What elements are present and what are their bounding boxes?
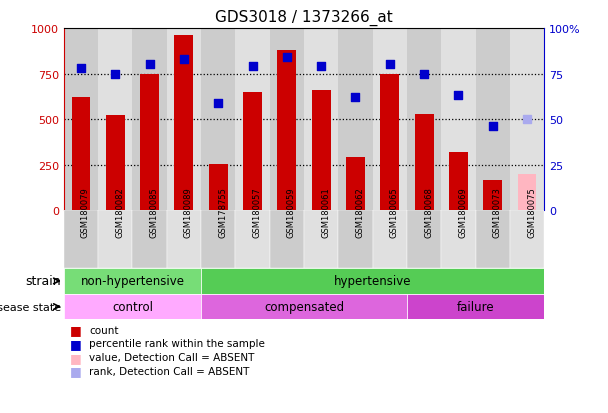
Bar [441,211,475,268]
Point [454,93,463,100]
Text: GSM180085: GSM180085 [150,187,159,237]
Text: GSM180069: GSM180069 [458,187,468,237]
Text: GSM180082: GSM180082 [116,187,124,237]
Text: GSM180068: GSM180068 [424,187,433,238]
Text: count: count [89,325,119,335]
Text: hypertensive: hypertensive [334,275,412,288]
Text: non-hypertensive: non-hypertensive [80,275,184,288]
Bar [407,29,441,211]
Text: GSM180065: GSM180065 [390,187,399,237]
Bar [64,268,201,294]
Bar [346,158,365,211]
Point [351,95,361,101]
Text: control: control [112,300,153,313]
Point [76,66,86,72]
Bar [407,294,544,320]
Bar [449,152,468,211]
Text: GSM180059: GSM180059 [287,187,296,237]
Bar [209,164,227,211]
Point [213,100,223,107]
Text: rank, Detection Call = ABSENT: rank, Detection Call = ABSENT [89,366,250,376]
Text: GSM180062: GSM180062 [356,187,364,237]
Text: GSM180073: GSM180073 [492,187,502,238]
Point [419,71,429,78]
Text: value, Detection Call = ABSENT: value, Detection Call = ABSENT [89,352,255,362]
Point [282,55,292,61]
Bar [201,268,544,294]
Bar [407,211,441,268]
Text: GSM180089: GSM180089 [184,187,193,237]
Bar [235,29,270,211]
Text: ■: ■ [70,323,81,337]
Bar [72,98,91,211]
Bar [415,114,434,211]
Text: disease state: disease state [0,302,61,312]
Bar [167,29,201,211]
Bar [441,29,475,211]
Point [316,64,326,70]
Bar [277,51,296,211]
Text: percentile rank within the sample: percentile rank within the sample [89,339,265,349]
Bar [510,29,544,211]
Bar [381,74,399,211]
Bar [174,36,193,211]
Bar [235,211,270,268]
Bar [517,174,536,211]
Bar [304,29,338,211]
Bar [373,29,407,211]
Bar [312,91,331,211]
Title: GDS3018 / 1373266_at: GDS3018 / 1373266_at [215,10,393,26]
Bar [98,29,133,211]
Bar [304,211,338,268]
Text: GSM180079: GSM180079 [81,187,90,237]
Point [247,64,257,70]
Bar [201,294,407,320]
Bar [338,211,373,268]
Point [179,57,188,63]
Bar [140,74,159,211]
Bar [270,211,304,268]
Bar [106,115,125,211]
Text: ■: ■ [70,351,81,364]
Bar [64,211,98,268]
Bar [133,211,167,268]
Text: ■: ■ [70,337,81,350]
Bar [64,294,201,320]
Point [145,62,154,69]
Point [488,124,497,131]
Bar [373,211,407,268]
Bar [201,29,235,211]
Bar [243,93,262,211]
Bar [475,211,510,268]
Text: failure: failure [457,300,494,313]
Text: GSM178755: GSM178755 [218,187,227,238]
Point [111,71,120,78]
Text: GSM180057: GSM180057 [252,187,261,237]
Point [385,62,395,69]
Bar [201,211,235,268]
Bar [133,29,167,211]
Bar [270,29,304,211]
Bar [338,29,373,211]
Point [522,116,532,123]
Text: GSM180061: GSM180061 [321,187,330,237]
Bar [483,180,502,211]
Bar [167,211,201,268]
Bar [510,211,544,268]
Bar [475,29,510,211]
Text: strain: strain [25,275,61,288]
Bar [64,29,98,211]
Bar [98,211,133,268]
Text: ■: ■ [70,364,81,377]
Text: compensated: compensated [264,300,344,313]
Text: GSM180075: GSM180075 [527,187,536,237]
